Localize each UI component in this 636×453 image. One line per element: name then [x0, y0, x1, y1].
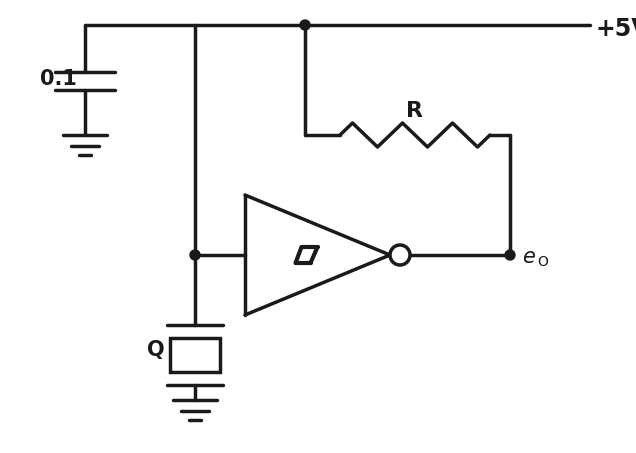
Circle shape — [300, 20, 310, 30]
Text: 0.1: 0.1 — [40, 69, 77, 89]
Circle shape — [390, 245, 410, 265]
Text: Q: Q — [148, 340, 165, 360]
Text: O: O — [537, 255, 548, 269]
Text: +5V: +5V — [595, 17, 636, 41]
Text: R: R — [406, 101, 424, 121]
Circle shape — [505, 250, 515, 260]
Bar — [170, 338, 220, 372]
Text: e: e — [522, 247, 535, 267]
Circle shape — [190, 250, 200, 260]
